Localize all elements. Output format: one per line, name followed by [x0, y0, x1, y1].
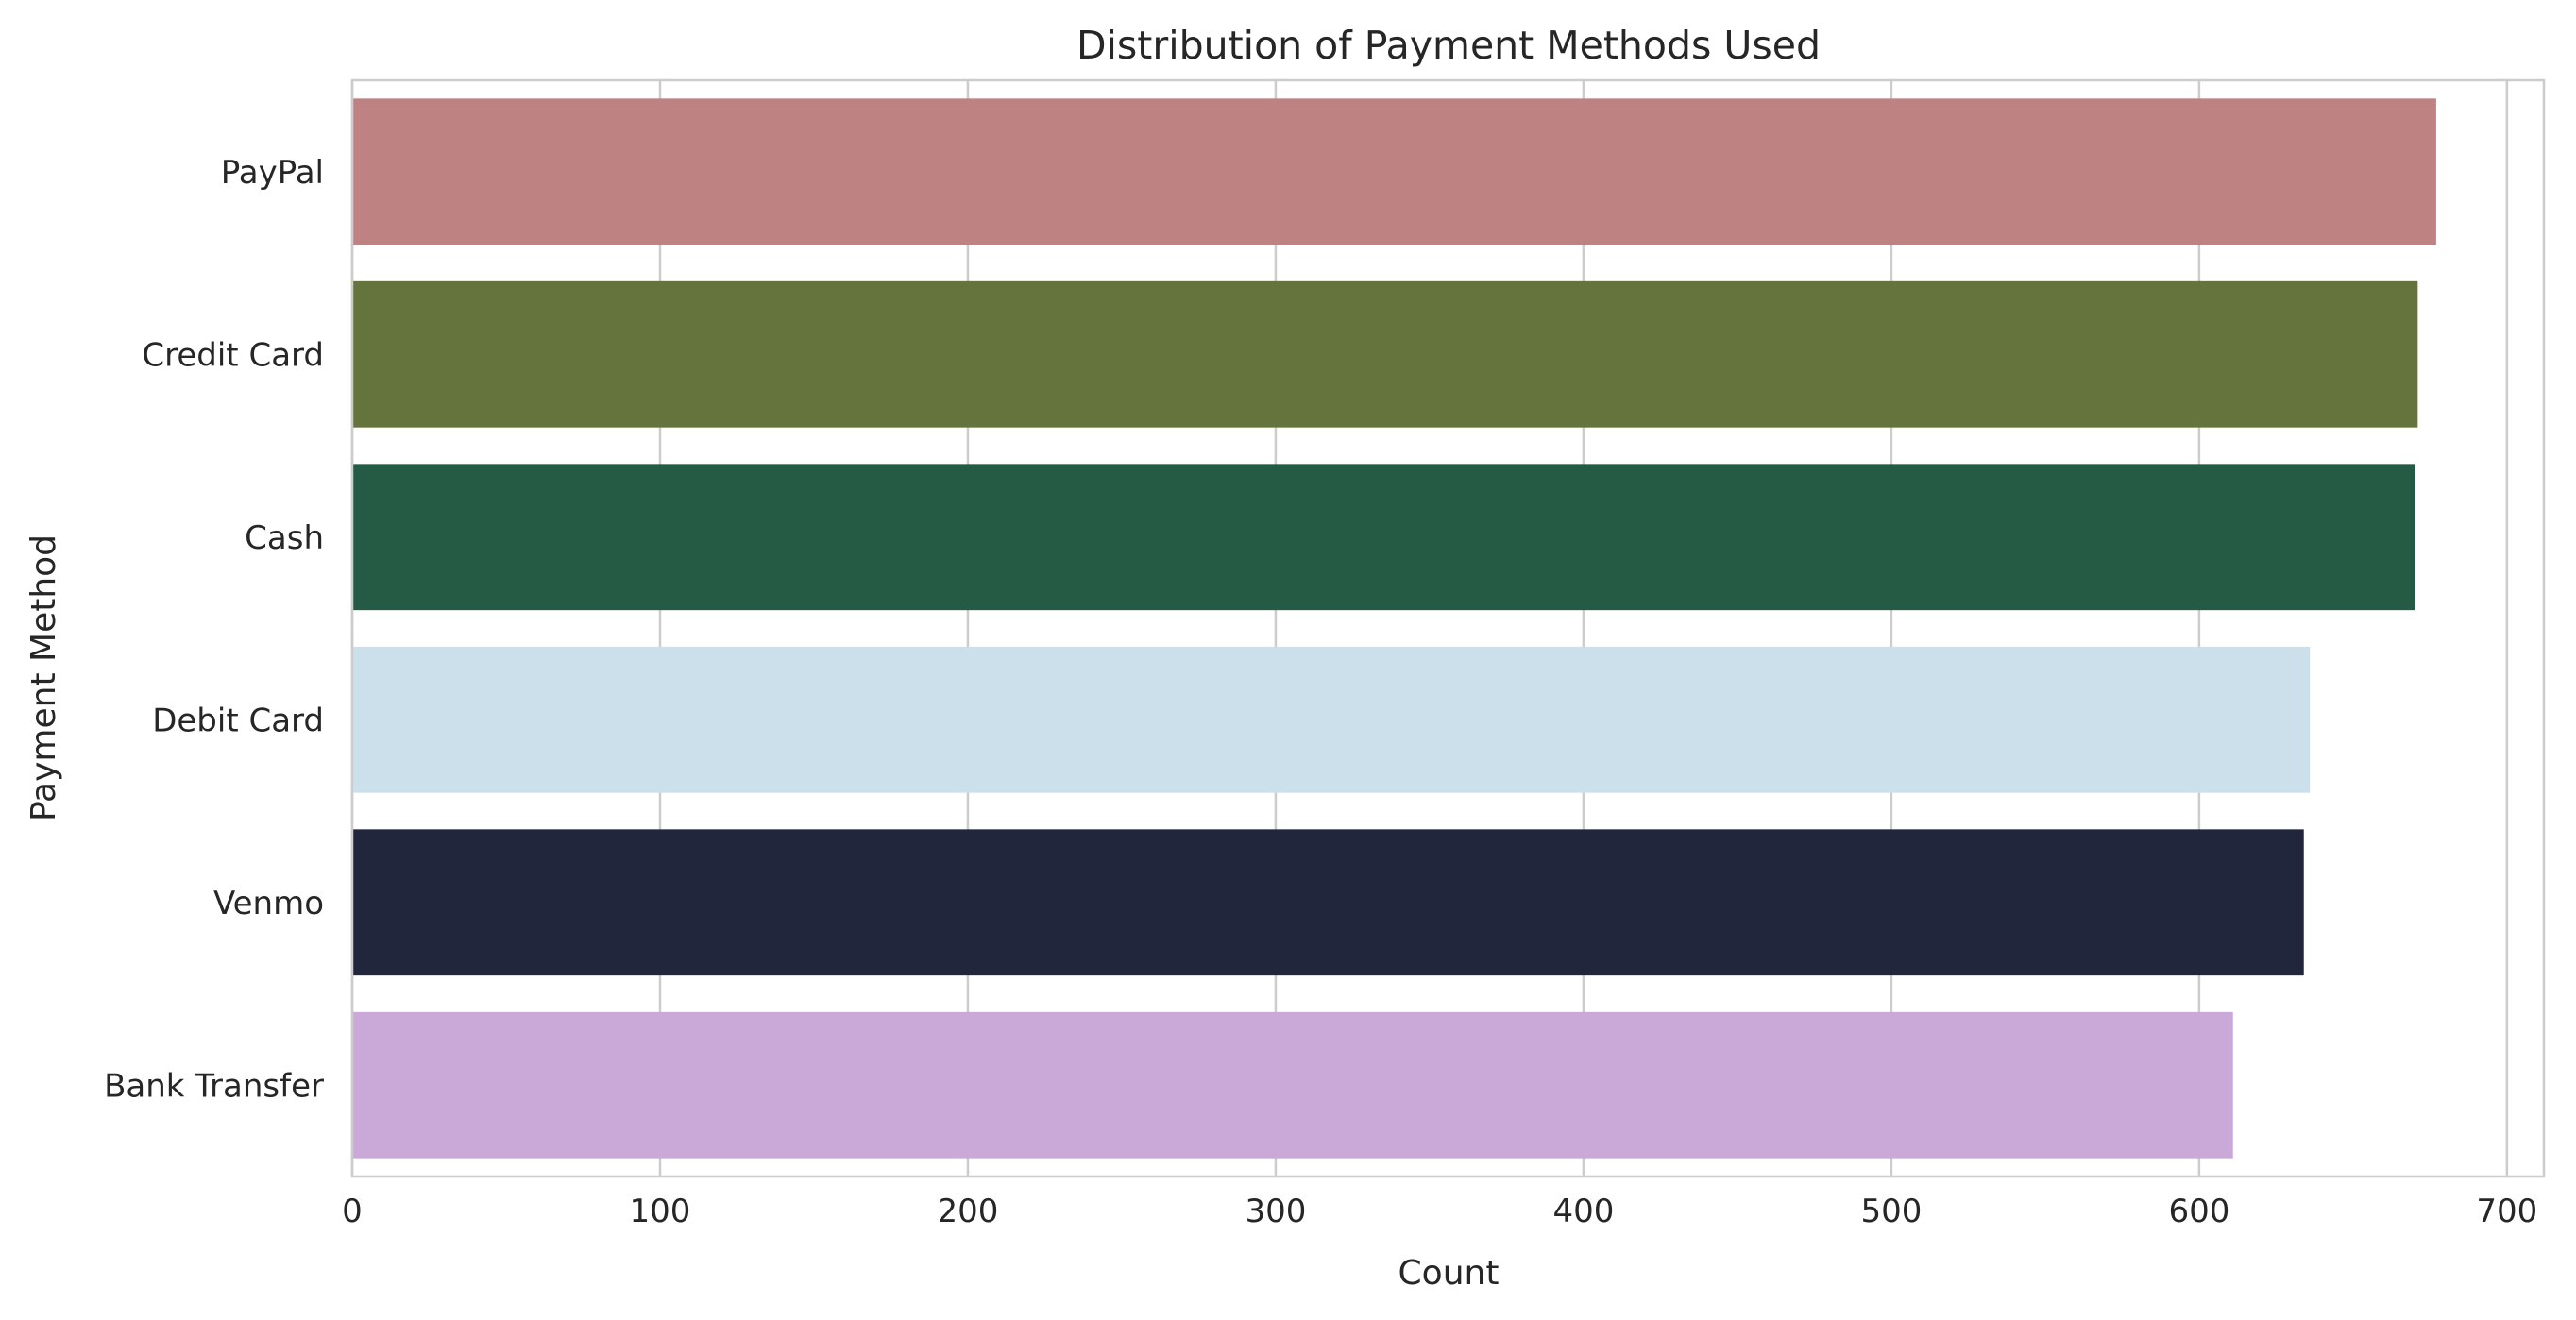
y-tick-label: Debit Card: [152, 702, 324, 739]
y-tick-label: Cash: [245, 519, 324, 557]
x-tick-label: 200: [938, 1193, 999, 1230]
y-tick-label: Credit Card: [142, 336, 324, 374]
y-axis-ticks: PayPal Credit Card Cash Debit Card Venmo Bank…: [104, 154, 324, 1106]
x-tick-label: 500: [1860, 1193, 1922, 1230]
x-tick-label: 300: [1245, 1193, 1306, 1230]
x-tick-label: 400: [1552, 1193, 1614, 1230]
bar-venmo: [352, 829, 2304, 976]
x-tick-label: 0: [342, 1193, 363, 1230]
bar-credit-card: [352, 280, 2418, 428]
bar-cash: [352, 464, 2415, 611]
x-tick-label: 700: [2476, 1193, 2537, 1230]
y-tick-label: PayPal: [221, 154, 324, 192]
y-tick-label: Bank Transfer: [104, 1067, 324, 1105]
x-axis-ticks: 0 100 200 300 400 500 600 700: [342, 1193, 2537, 1230]
bar-bank-transfer: [352, 1011, 2233, 1159]
bars: [352, 98, 2436, 1159]
plot-frame: [350, 78, 2546, 1178]
x-tick-label: 100: [630, 1193, 691, 1230]
bar-paypal: [352, 98, 2436, 245]
chart-title: Distribution of Payment Methods Used: [1076, 23, 1821, 68]
y-axis-label: Payment Method: [25, 534, 63, 821]
bar-debit-card: [352, 646, 2311, 793]
gridlines: [350, 80, 2509, 1176]
x-tick-label: 600: [2168, 1193, 2229, 1230]
y-tick-label: Venmo: [213, 885, 324, 922]
x-axis-label: Count: [1398, 1254, 1500, 1293]
